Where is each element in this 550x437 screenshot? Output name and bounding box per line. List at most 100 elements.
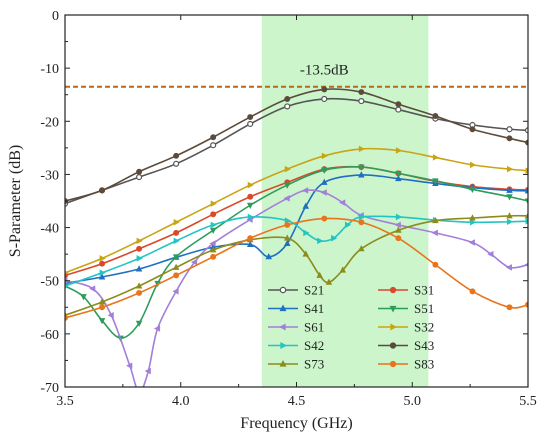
data-point: [395, 174, 402, 182]
series-line-s31: [65, 165, 528, 277]
data-point: [524, 127, 528, 134]
data-point: [173, 272, 180, 279]
threshold-annotation: -13.5dB: [300, 63, 349, 79]
data-point: [210, 253, 217, 260]
data-point: [321, 167, 328, 174]
legend-item-s21: S21: [268, 283, 324, 298]
data-point: [395, 170, 402, 178]
data-point: [321, 152, 328, 160]
data-point: [283, 234, 291, 241]
data-point: [135, 265, 143, 272]
data-point: [98, 298, 106, 305]
data-point: [339, 199, 346, 206]
data-point: [506, 186, 513, 193]
data-point: [395, 235, 402, 242]
legend-item-s31: S31: [378, 283, 434, 298]
data-point: [358, 89, 365, 96]
data-point: [331, 234, 338, 242]
data-point: [317, 237, 324, 245]
legend-marker: [279, 304, 287, 312]
data-point: [126, 362, 133, 370]
y-tick-label: 0: [52, 9, 59, 24]
data-point: [265, 253, 272, 260]
data-point: [284, 221, 291, 228]
y-tick-label: -30: [40, 168, 59, 183]
data-point: [98, 273, 106, 280]
data-point: [432, 261, 439, 268]
series-line-s21: [65, 97, 528, 205]
legend-label: S31: [414, 283, 434, 298]
data-point: [247, 181, 254, 189]
data-point: [524, 187, 528, 194]
series-s83: [65, 215, 528, 321]
legend: S21 S31 S41 S51 S61 S32 S42 S43 S73 S83: [268, 283, 434, 372]
data-point: [321, 95, 328, 103]
legend-item-s73: S73: [268, 357, 324, 372]
data-point: [136, 390, 141, 395]
legend-item-s83: S83: [378, 357, 434, 372]
x-tick-label: 3.5: [56, 394, 74, 409]
data-point: [136, 245, 143, 252]
data-point: [210, 211, 217, 218]
data-point: [339, 266, 347, 273]
data-point: [99, 260, 106, 267]
legend-marker: [389, 305, 397, 313]
data-point: [432, 154, 440, 161]
legend-marker: [389, 286, 397, 294]
data-point: [246, 202, 254, 209]
data-point: [98, 318, 106, 325]
data-point: [284, 217, 291, 224]
x-tick-label: 5.0: [404, 394, 422, 409]
legend-label: S32: [414, 320, 434, 335]
data-point: [395, 106, 402, 113]
data-point: [525, 139, 528, 146]
legend-label: S42: [304, 338, 324, 353]
legend-item-s42: S42: [268, 338, 324, 353]
legend-label: S43: [414, 338, 434, 353]
data-point: [99, 304, 106, 311]
x-tick-label: 4.0: [172, 394, 190, 409]
data-point: [302, 187, 309, 194]
data-point: [302, 250, 310, 257]
data-point: [135, 320, 143, 327]
data-point: [136, 289, 143, 296]
data-point: [325, 278, 333, 285]
data-point: [247, 193, 254, 200]
series-line-s83: [65, 217, 528, 319]
legend-marker: [389, 342, 397, 349]
data-point: [135, 282, 143, 289]
data-point: [172, 254, 180, 261]
data-point: [394, 221, 401, 229]
series-s73: [65, 212, 528, 318]
data-point: [358, 164, 365, 171]
data-point: [321, 215, 328, 222]
data-point: [283, 182, 291, 189]
data-point: [432, 113, 439, 119]
axes-layer: 3.5 4.0 4.5 5.0 5.5 0 -10 -20 -30 -40 -50 -60 -70: [40, 9, 536, 409]
data-point: [469, 186, 476, 194]
series-s61: [65, 187, 528, 395]
data-point: [432, 178, 439, 185]
data-point: [153, 325, 161, 332]
data-point: [395, 147, 403, 154]
data-point: [469, 161, 477, 169]
legend-marker: [279, 286, 287, 294]
data-point: [283, 195, 290, 202]
legend-item-s61: S61: [268, 320, 324, 335]
data-point: [358, 171, 365, 178]
data-point: [173, 160, 180, 167]
data-point: [469, 214, 476, 221]
y-tick-label: -10: [40, 62, 59, 77]
series-line-s43: [65, 88, 528, 202]
data-point: [173, 152, 180, 159]
data-point: [173, 237, 180, 245]
data-point: [107, 311, 114, 319]
data-point: [247, 235, 254, 242]
legend-item-s41: S41: [268, 301, 324, 316]
data-point: [136, 174, 143, 181]
data-point: [525, 301, 528, 308]
data-point: [172, 288, 179, 295]
data-point: [358, 219, 365, 226]
data-point: [99, 269, 106, 277]
legend-marker: [279, 323, 286, 331]
